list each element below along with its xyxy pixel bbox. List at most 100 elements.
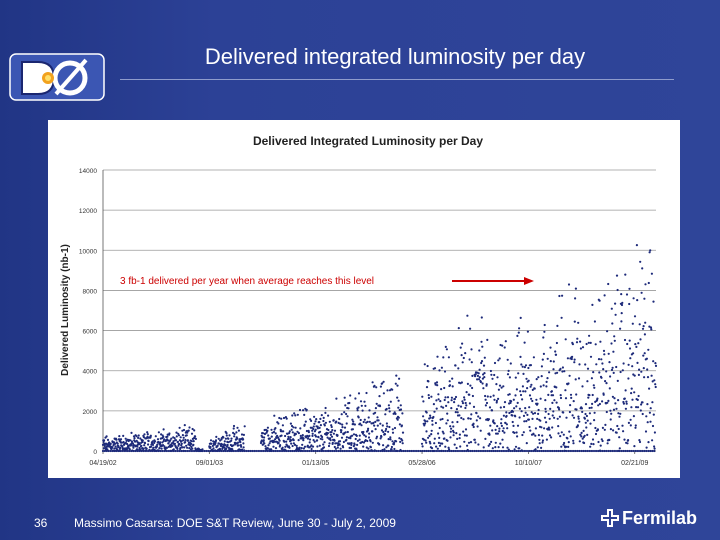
data-point (505, 411, 508, 414)
data-point (461, 402, 465, 405)
data-point (314, 449, 317, 453)
data-point (421, 445, 424, 448)
data-point (332, 432, 335, 435)
data-point (398, 377, 401, 380)
data-point (500, 424, 503, 427)
data-point (429, 449, 432, 453)
data-point (504, 421, 507, 425)
data-point (205, 449, 208, 453)
data-point (172, 440, 175, 443)
data-point (288, 446, 291, 449)
data-point (607, 399, 610, 402)
fermilab-mark-icon (600, 509, 620, 527)
data-point (647, 281, 650, 285)
data-point (611, 449, 614, 453)
data-point (306, 437, 310, 440)
data-point (588, 412, 592, 415)
data-point (383, 448, 386, 451)
data-point (366, 449, 369, 453)
data-point (211, 449, 214, 453)
data-point (513, 449, 516, 453)
data-point (267, 434, 270, 437)
data-point (302, 439, 305, 442)
data-point (226, 443, 229, 447)
data-point (597, 404, 600, 407)
data-point (185, 444, 188, 447)
data-point (395, 440, 398, 443)
data-point (646, 403, 649, 406)
data-point (509, 401, 512, 404)
data-point (154, 435, 157, 438)
data-point (452, 434, 455, 437)
data-point (439, 400, 442, 403)
data-point (450, 396, 453, 399)
data-point (595, 363, 598, 366)
data-point (348, 442, 351, 445)
data-point (524, 407, 527, 410)
data-point (364, 404, 367, 407)
data-point (344, 404, 347, 407)
data-point (496, 425, 499, 428)
data-point (467, 441, 471, 444)
data-point (463, 434, 466, 437)
data-point (545, 421, 548, 424)
data-point (172, 448, 175, 451)
data-point (158, 447, 161, 450)
data-point (474, 375, 477, 378)
data-point (280, 434, 283, 437)
data-point (195, 449, 198, 453)
data-point (482, 449, 485, 453)
data-point (333, 445, 336, 449)
data-point (215, 435, 218, 438)
data-point (240, 445, 243, 448)
data-point (366, 420, 369, 423)
data-point (540, 446, 543, 449)
data-point (577, 415, 580, 418)
data-point (638, 368, 641, 371)
data-point (572, 416, 576, 419)
data-point (310, 419, 313, 422)
data-point (263, 442, 266, 445)
data-point (552, 410, 555, 413)
data-point (395, 374, 398, 377)
data-point (509, 362, 512, 365)
data-point (103, 439, 106, 442)
data-point (445, 404, 448, 407)
data-point (155, 449, 158, 453)
data-point (346, 449, 350, 453)
data-point (356, 443, 359, 446)
data-point (147, 443, 150, 446)
data-point (591, 393, 594, 397)
data-point (340, 429, 343, 432)
data-point (614, 449, 618, 453)
data-point (632, 449, 635, 453)
data-point (472, 425, 475, 429)
data-point (371, 441, 374, 444)
data-point (432, 403, 435, 406)
data-point (577, 321, 580, 324)
data-point (225, 434, 228, 437)
data-point (159, 441, 162, 444)
data-point (578, 363, 581, 366)
data-point (489, 424, 492, 427)
data-point (491, 447, 494, 450)
annotation-arrowhead (524, 277, 534, 285)
data-point (367, 416, 370, 419)
data-point (446, 439, 449, 442)
data-point (447, 446, 450, 449)
data-point (393, 426, 397, 430)
data-point (654, 364, 658, 367)
data-point (321, 435, 324, 439)
data-point (622, 402, 626, 405)
data-point (335, 397, 338, 400)
data-point (468, 393, 471, 396)
data-point (159, 449, 162, 453)
data-point (501, 344, 504, 347)
data-point (142, 449, 145, 453)
data-point (245, 449, 248, 453)
data-point (293, 443, 297, 446)
data-point (150, 445, 153, 448)
data-point (454, 449, 457, 453)
data-point (243, 425, 246, 428)
data-point (223, 440, 226, 443)
